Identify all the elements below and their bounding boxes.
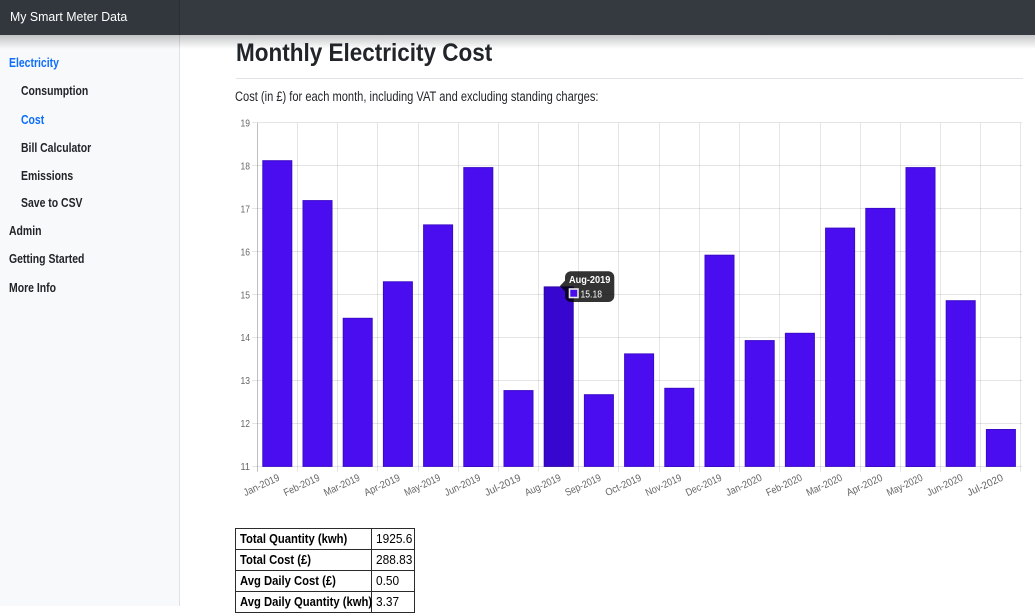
svg-text:May-2019: May-2019 xyxy=(403,473,443,499)
svg-text:Nov-2019: Nov-2019 xyxy=(644,473,684,499)
svg-text:Aug-2019: Aug-2019 xyxy=(569,275,611,286)
svg-text:Jan-2020: Jan-2020 xyxy=(724,473,764,499)
svg-text:Mar-2019: Mar-2019 xyxy=(322,473,362,499)
svg-text:12: 12 xyxy=(241,419,251,430)
svg-text:Apr-2020: Apr-2020 xyxy=(845,473,885,499)
svg-text:May-2020: May-2020 xyxy=(885,473,925,499)
svg-text:14: 14 xyxy=(241,333,251,344)
svg-text:13: 13 xyxy=(241,376,251,387)
svg-text:11: 11 xyxy=(241,462,251,473)
svg-text:16: 16 xyxy=(241,247,251,258)
svg-text:Jun-2019: Jun-2019 xyxy=(443,473,483,499)
svg-text:18: 18 xyxy=(241,161,251,172)
svg-text:Sep-2019: Sep-2019 xyxy=(564,473,604,499)
svg-text:Feb-2019: Feb-2019 xyxy=(282,473,322,499)
svg-text:Oct-2019: Oct-2019 xyxy=(604,473,644,499)
svg-text:Jul-2020: Jul-2020 xyxy=(966,473,1006,499)
svg-text:Jun-2020: Jun-2020 xyxy=(925,473,965,499)
svg-text:Aug-2019: Aug-2019 xyxy=(523,473,563,499)
svg-text:Jan-2019: Jan-2019 xyxy=(242,473,282,499)
svg-text:Dec-2019: Dec-2019 xyxy=(684,473,724,499)
svg-text:Mar-2020: Mar-2020 xyxy=(805,473,845,499)
svg-text:19: 19 xyxy=(241,119,251,130)
svg-text:Jul-2019: Jul-2019 xyxy=(483,473,523,499)
svg-text:17: 17 xyxy=(241,204,251,215)
svg-text:15.18: 15.18 xyxy=(581,289,603,300)
svg-text:15: 15 xyxy=(241,290,251,301)
svg-text:Feb-2020: Feb-2020 xyxy=(765,473,805,499)
svg-text:Apr-2019: Apr-2019 xyxy=(363,473,403,499)
